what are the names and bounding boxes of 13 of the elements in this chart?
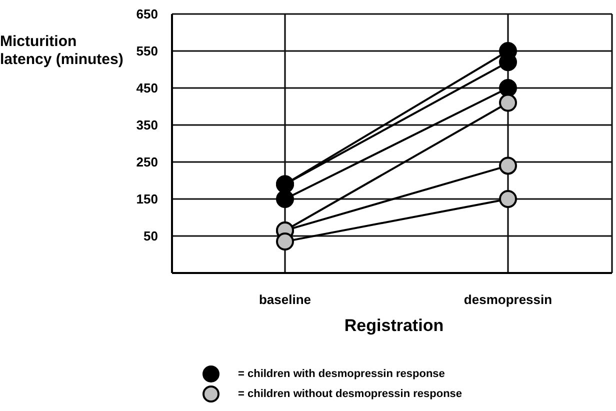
y-tick-label: 650 (136, 6, 158, 22)
y-axis-title: Micturition latency (minutes) (0, 33, 124, 69)
y-tick-label: 250 (136, 154, 158, 170)
legend-label: = children without desmopressin response (238, 388, 462, 400)
y-tick-label: 50 (144, 228, 158, 244)
x-axis-title: Registration (343, 316, 445, 336)
y-tick-label: 150 (136, 192, 158, 207)
y-tick-label: 550 (136, 44, 158, 59)
y-tick-label: 450 (136, 80, 158, 96)
x-tick-label: desmopressin (464, 292, 552, 308)
x-tick-label: baseline (258, 292, 312, 308)
legend-label: = children with desmopressin response (238, 368, 445, 380)
y-tick-label: 350 (136, 118, 158, 133)
